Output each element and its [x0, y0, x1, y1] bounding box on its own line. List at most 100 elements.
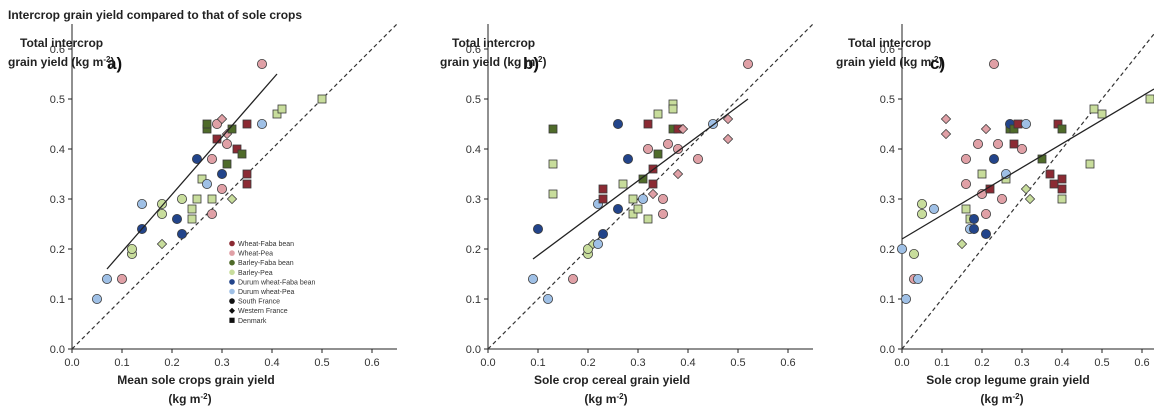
data-point	[548, 124, 558, 134]
fit-line	[901, 88, 1154, 240]
x-tick-label: 0.4	[264, 357, 279, 369]
data-point	[1089, 104, 1099, 114]
data-point	[1009, 139, 1019, 149]
x-tick-label: 0.2	[974, 357, 989, 369]
legend-swatch	[229, 298, 235, 304]
data-point	[989, 59, 1000, 70]
data-point	[1049, 179, 1059, 189]
data-point	[643, 143, 654, 154]
data-point	[176, 193, 187, 204]
data-point	[176, 228, 187, 239]
data-point	[92, 293, 103, 304]
x-tick-label: 0.4	[1054, 357, 1069, 369]
data-point	[977, 169, 987, 179]
data-point	[929, 203, 940, 214]
x-axis-label-line1: Sole crop cereal grain yield	[534, 373, 690, 387]
data-point	[1057, 194, 1067, 204]
data-point	[1057, 174, 1067, 184]
legend-label: Barley-Pea	[238, 270, 273, 277]
data-point	[913, 273, 924, 284]
data-point	[980, 123, 992, 135]
data-point	[216, 183, 227, 194]
data-point	[647, 188, 659, 200]
x-axis-label-line2: (kg m-2)	[168, 392, 211, 406]
data-point	[677, 123, 689, 135]
x-tick-label: 0.2	[580, 357, 595, 369]
data-point	[658, 193, 669, 204]
legend-swatch	[229, 279, 235, 285]
data-point	[568, 273, 579, 284]
one-to-one-line	[901, 33, 1154, 350]
y-tick-label: 0.4	[466, 144, 481, 156]
x-tick-label: 0.1	[934, 357, 949, 369]
legend-swatch	[229, 317, 235, 323]
y-tick-label: 0.1	[880, 294, 895, 306]
data-point	[206, 153, 217, 164]
legend-swatch	[229, 240, 235, 247]
data-point	[543, 293, 554, 304]
y-tick-label: 0.6	[466, 44, 481, 56]
data-point	[1097, 109, 1107, 119]
data-point	[940, 128, 952, 140]
data-point	[1045, 169, 1055, 179]
data-point	[613, 119, 624, 130]
data-point	[1057, 124, 1067, 134]
data-point	[202, 119, 212, 129]
y-tick-label: 0.0	[50, 344, 65, 356]
data-point	[221, 138, 232, 149]
data-point	[211, 119, 222, 130]
y-tick-label: 0.2	[880, 244, 895, 256]
data-point	[256, 119, 267, 130]
data-point	[961, 178, 972, 189]
data-point	[989, 153, 1000, 164]
data-point	[1013, 119, 1023, 129]
data-point	[693, 153, 704, 164]
data-point	[187, 204, 197, 214]
data-point	[1017, 143, 1028, 154]
data-point	[242, 119, 252, 129]
data-point	[156, 208, 167, 219]
legend-swatch	[229, 288, 235, 295]
legend-label: Wheat-Faba bean	[238, 241, 294, 248]
x-tick-label: 0.5	[1094, 357, 1109, 369]
data-point	[668, 104, 678, 114]
x-tick-label: 0.5	[730, 357, 745, 369]
data-point	[648, 179, 658, 189]
data-point	[628, 209, 638, 219]
data-point	[317, 94, 327, 104]
chart-panel-2: 0.0 0.1 0.2 0.3 0.4 0.5 0.6 0.0 0.1 0.2 0.3 0.4 0.5 0…	[466, 23, 814, 369]
data-point	[722, 133, 734, 145]
y-tick-label: 0.6	[880, 44, 895, 56]
x-tick-label: 0.6	[1134, 357, 1149, 369]
data-point	[206, 208, 217, 219]
legend-swatch	[229, 250, 235, 256]
x-axis-label-line1: Sole crop legume grain yield	[926, 373, 1089, 387]
data-point	[548, 159, 558, 169]
panel-label: a)	[107, 54, 122, 73]
data-point	[672, 168, 684, 180]
data-point	[222, 159, 232, 169]
data-point	[628, 194, 638, 204]
y-axis-label-line1: Total intercrop	[452, 36, 535, 50]
x-axis-label-line2: (kg m-2)	[584, 392, 627, 406]
data-point	[277, 104, 287, 114]
data-point	[598, 184, 608, 194]
data-point	[638, 174, 648, 184]
x-tick-label: 0.0	[894, 357, 909, 369]
data-point	[272, 109, 282, 119]
y-tick-label: 0.5	[880, 94, 895, 106]
data-point	[981, 228, 992, 239]
data-point	[1024, 193, 1036, 205]
data-point	[1020, 183, 1032, 195]
legend: Wheat-Faba bean Wheat-Pea Barley-Faba bean…	[229, 240, 316, 325]
y-tick-label: 0.3	[50, 194, 65, 206]
x-tick-label: 0.3	[214, 357, 229, 369]
data-point	[909, 248, 920, 259]
data-point	[969, 213, 980, 224]
legend-label: South France	[238, 299, 280, 306]
data-point	[548, 189, 558, 199]
data-point	[969, 223, 980, 234]
data-point	[1021, 119, 1032, 130]
panel-label: b)	[523, 54, 539, 73]
